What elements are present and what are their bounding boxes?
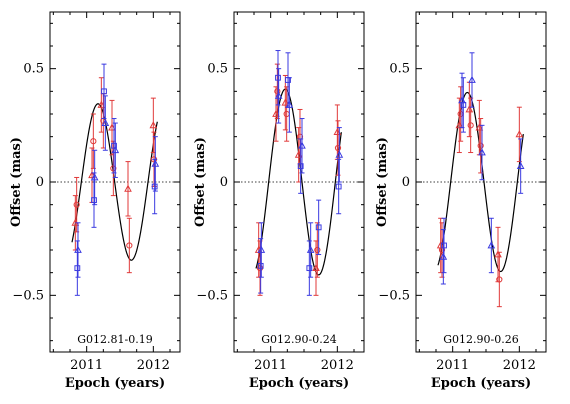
panel-2: −0.5 0 0.5 2011 2012 Epoch (years) Offset (mas… bbox=[193, 11, 365, 391]
data-point bbox=[439, 252, 448, 260]
x-axis-label: Epoch (years) bbox=[65, 376, 165, 391]
data-point bbox=[97, 100, 106, 108]
series-blue-square bbox=[74, 63, 158, 296]
data-point bbox=[334, 144, 342, 152]
data-point bbox=[126, 242, 133, 249]
y-axis-label: Offset (mas) bbox=[375, 137, 390, 227]
y-tick-label: 0 bbox=[402, 175, 410, 190]
data-point bbox=[487, 241, 496, 249]
data-point bbox=[333, 127, 342, 136]
data-point bbox=[111, 146, 120, 154]
x-tick-label: 2011 bbox=[254, 358, 287, 373]
data-point bbox=[441, 242, 447, 249]
plot-frame bbox=[415, 11, 547, 353]
data-point bbox=[335, 183, 342, 190]
x-tick-label: 2012 bbox=[503, 358, 536, 373]
model-curve bbox=[71, 103, 158, 261]
data-point bbox=[257, 262, 264, 269]
data-point bbox=[335, 150, 344, 158]
y-tick-label: 0.5 bbox=[389, 62, 410, 77]
data-point bbox=[90, 173, 99, 181]
y-axis-label: Offset (mas) bbox=[9, 137, 24, 227]
y-tick-label: −0.5 bbox=[12, 288, 44, 303]
data-point bbox=[91, 197, 97, 204]
y-tick-label: 0 bbox=[36, 175, 44, 190]
y-axis-label: Offset (mas) bbox=[193, 137, 208, 227]
y-tick-label: 0.5 bbox=[23, 62, 44, 77]
data-point bbox=[149, 121, 158, 129]
data-point bbox=[298, 141, 306, 149]
data-point bbox=[515, 130, 524, 138]
x-axis-label: Epoch (years) bbox=[249, 376, 349, 391]
x-tick-label: 2011 bbox=[436, 358, 469, 373]
x-tick-label: 2012 bbox=[137, 358, 170, 373]
data-point bbox=[274, 91, 283, 99]
data-point bbox=[478, 148, 486, 156]
x-axis-label: Epoch (years) bbox=[431, 376, 531, 391]
series-blue-triangle bbox=[439, 52, 525, 285]
data-point bbox=[151, 159, 160, 167]
series-blue-triangle bbox=[257, 68, 344, 278]
data-point bbox=[151, 183, 158, 190]
data-point bbox=[467, 122, 474, 129]
x-tick-label: 2012 bbox=[321, 358, 354, 373]
data-point bbox=[111, 142, 117, 149]
data-point bbox=[516, 161, 525, 170]
y-tick-label: 0.5 bbox=[207, 62, 228, 77]
data-point bbox=[477, 142, 484, 149]
panel-1: −0.5 0 0.5 2011 2012 Epoch (years) Offset (mas… bbox=[9, 11, 181, 391]
data-point bbox=[306, 245, 315, 253]
data-point bbox=[257, 245, 266, 253]
data-point bbox=[275, 74, 281, 81]
series-blue-triangle bbox=[74, 95, 160, 278]
data-point bbox=[315, 224, 322, 231]
x-tick-label: 2011 bbox=[70, 358, 103, 373]
data-point bbox=[274, 88, 281, 95]
source-name: G012.81-0.19 bbox=[77, 333, 153, 346]
data-point bbox=[101, 118, 110, 126]
data-point bbox=[74, 245, 82, 253]
data-point bbox=[110, 165, 117, 172]
data-point bbox=[306, 265, 313, 272]
y-tick-label: −0.5 bbox=[378, 288, 410, 303]
y-tick-label: −0.5 bbox=[196, 288, 228, 303]
y-tick-label: 0 bbox=[220, 175, 228, 190]
source-name: G012.90-0.26 bbox=[443, 333, 519, 346]
series-blue-square bbox=[441, 77, 467, 274]
data-point bbox=[74, 265, 81, 272]
data-point bbox=[297, 163, 304, 170]
data-point bbox=[285, 100, 294, 108]
data-point bbox=[90, 138, 97, 145]
data-point bbox=[101, 88, 107, 95]
data-point bbox=[124, 184, 132, 192]
data-point bbox=[460, 102, 467, 108]
panel-3: −0.5 0 0.5 2011 2012 Epoch (years) Offset (mas… bbox=[375, 11, 547, 391]
data-point bbox=[73, 201, 80, 208]
data-point bbox=[314, 246, 321, 254]
data-point bbox=[496, 276, 503, 283]
source-name: G012.90-0.24 bbox=[261, 333, 337, 346]
data-point bbox=[468, 75, 476, 83]
